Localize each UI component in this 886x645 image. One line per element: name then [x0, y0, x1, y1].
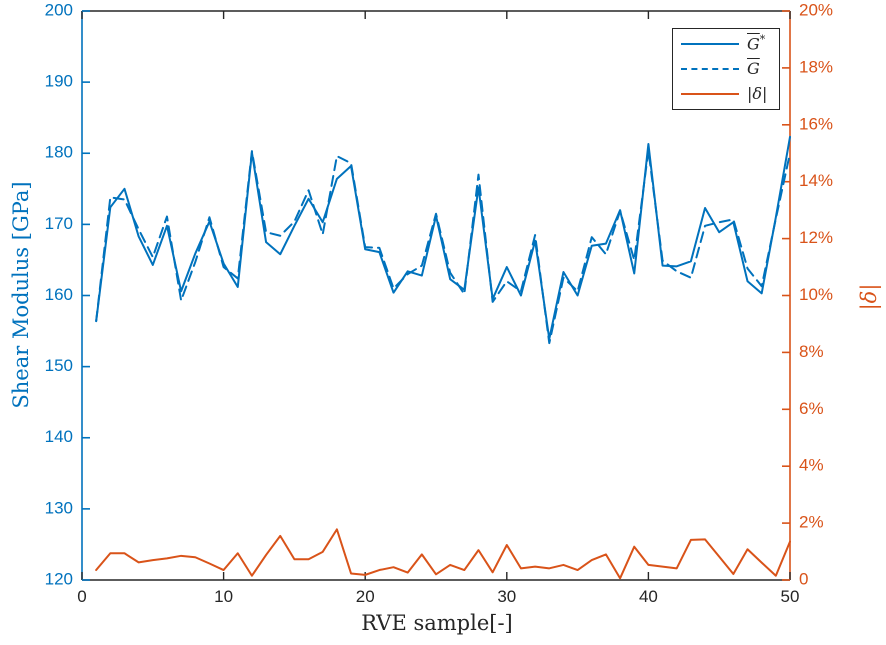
- legend-label: |δ|: [747, 84, 768, 104]
- right-tick-label: 12%: [799, 228, 833, 247]
- right-tick-label: 10%: [799, 285, 833, 304]
- left-tick-label: 130: [45, 498, 73, 517]
- right-tick-label: 6%: [799, 399, 824, 418]
- legend-label: G: [747, 58, 760, 78]
- x-tick-label: 30: [497, 587, 516, 606]
- legend-line-sample-solid: [681, 93, 739, 96]
- right-tick-label: 4%: [799, 456, 824, 475]
- left-tick-label: 140: [45, 427, 73, 446]
- legend-line-sample-dashed: [681, 67, 739, 70]
- x-tick-label: 50: [781, 587, 800, 606]
- right-tick-label: 16%: [799, 114, 833, 133]
- right-tick-label: 20%: [799, 0, 833, 19]
- x-tick-label: 10: [214, 587, 233, 606]
- right-tick-label: 14%: [799, 171, 833, 190]
- legend-entry: |δ|: [681, 82, 773, 106]
- legend-entry: G: [681, 57, 773, 81]
- left-tick-label: 200: [45, 0, 73, 19]
- left-tick-label: 160: [45, 285, 73, 304]
- x-tick-label: 20: [356, 587, 375, 606]
- right-tick-label: 0: [799, 569, 808, 588]
- legend-line-sample-solid: [681, 42, 739, 45]
- legend: G* G |δ|: [672, 28, 780, 110]
- x-tick-label: 40: [639, 587, 658, 606]
- gbar-line: [95, 149, 791, 345]
- delta-line: [95, 528, 791, 580]
- left-tick-label: 180: [45, 143, 73, 162]
- right-tick-label: 8%: [799, 342, 824, 361]
- left-tick-label: 190: [45, 72, 73, 91]
- x-tick-label: 0: [77, 587, 86, 606]
- left-tick-label: 170: [45, 214, 73, 233]
- right-tick-label: 18%: [799, 57, 833, 76]
- legend-entry: G*: [681, 32, 773, 56]
- left-tick-label: 150: [45, 356, 73, 375]
- right-tick-label: 2%: [799, 513, 824, 532]
- gstar-line: [95, 135, 791, 340]
- left-tick-label: 120: [45, 569, 73, 588]
- legend-label: G*: [747, 33, 766, 54]
